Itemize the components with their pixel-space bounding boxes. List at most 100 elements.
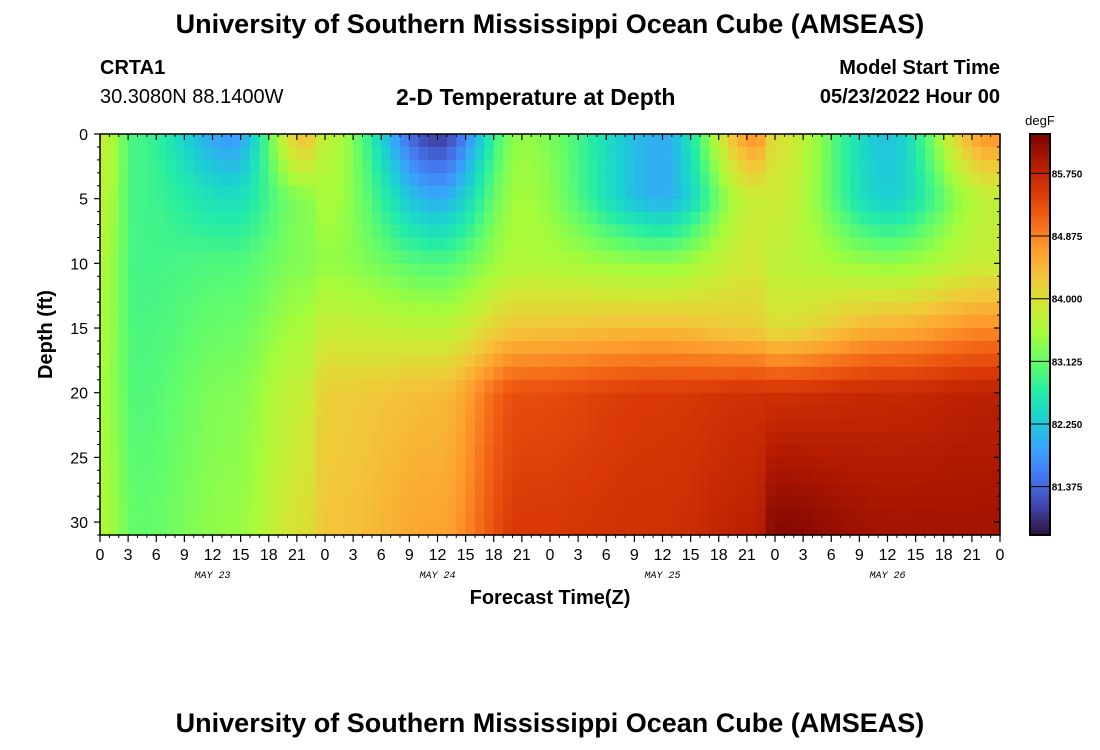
- heatmap-cell: [381, 328, 392, 342]
- heatmap-cell: [250, 392, 260, 407]
- heatmap-cell: [606, 315, 617, 329]
- heatmap-cell: [531, 289, 542, 303]
- heatmap-cell: [484, 392, 495, 407]
- heatmap-cell: [193, 289, 204, 303]
- heatmap-cell: [456, 198, 467, 213]
- heatmap-cell: [381, 496, 392, 510]
- heatmap-cell: [418, 483, 429, 497]
- heatmap-cell: [484, 405, 495, 420]
- heatmap-cell: [418, 418, 429, 433]
- heatmap-cell: [428, 379, 439, 394]
- heatmap-cell: [746, 159, 757, 174]
- heatmap-cell: [943, 315, 954, 329]
- heatmap-cell: [165, 353, 176, 368]
- heatmap-cell: [906, 470, 917, 484]
- heatmap-cell: [437, 470, 448, 484]
- heatmap-cell: [231, 418, 242, 433]
- heatmap-cell: [606, 405, 617, 420]
- heatmap-cell: [259, 353, 270, 368]
- heatmap-cell: [746, 418, 757, 433]
- heatmap-cell: [709, 146, 720, 161]
- heatmap-cell: [793, 211, 804, 226]
- heatmap-cell: [915, 392, 926, 407]
- heatmap-cell: [128, 224, 139, 239]
- heatmap-cell: [278, 457, 289, 471]
- heatmap-cell: [128, 134, 139, 148]
- heatmap-cell: [953, 211, 964, 226]
- heatmap-cell: [990, 444, 1001, 458]
- heatmap-cell: [765, 340, 776, 355]
- heatmap-cell: [212, 340, 223, 355]
- heatmap-cell: [643, 146, 654, 161]
- heatmap-cell: [287, 522, 298, 536]
- heatmap-cell: [953, 315, 964, 329]
- heatmap-cell: [250, 289, 260, 303]
- heatmap-cell: [634, 185, 645, 200]
- heatmap-cell: [831, 418, 842, 433]
- heatmap-cell: [418, 405, 429, 420]
- heatmap-cell: [531, 496, 542, 510]
- heatmap-cell: [981, 340, 992, 355]
- heatmap-cell: [709, 470, 720, 484]
- heatmap-cell: [625, 353, 635, 368]
- heatmap-cell: [203, 509, 214, 523]
- heatmap-cell: [521, 366, 532, 381]
- heatmap-cell: [306, 444, 317, 458]
- heatmap-cell: [868, 315, 879, 329]
- heatmap-cell: [671, 353, 682, 368]
- heatmap-cell: [400, 134, 410, 148]
- heatmap-cell: [868, 392, 879, 407]
- heatmap-cell: [212, 198, 223, 213]
- heatmap-cell: [231, 224, 242, 239]
- heatmap-cell: [578, 328, 589, 342]
- heatmap-cell: [793, 328, 804, 342]
- heatmap-cell: [128, 211, 139, 226]
- heatmap-cell: [943, 392, 954, 407]
- heatmap-cell: [259, 509, 270, 523]
- heatmap-cell: [981, 418, 992, 433]
- heatmap-cell: [268, 185, 279, 200]
- heatmap-cell: [981, 431, 992, 446]
- heatmap-cell: [362, 509, 373, 523]
- heatmap-cell: [343, 405, 354, 420]
- heatmap-cell: [775, 509, 785, 523]
- heatmap-cell: [184, 302, 195, 316]
- heatmap-cell: [981, 159, 992, 174]
- heatmap-cell: [756, 237, 767, 252]
- heatmap-cell: [906, 444, 917, 458]
- heatmap-cell: [765, 496, 776, 510]
- heatmap-cell: [296, 250, 307, 264]
- heatmap-cell: [878, 185, 889, 200]
- heatmap-cell: [634, 263, 645, 277]
- heatmap-cell: [643, 211, 654, 226]
- heatmap-cell: [728, 328, 739, 342]
- heatmap-cell: [859, 237, 870, 252]
- heatmap-cell: [587, 431, 598, 446]
- heatmap-cell: [137, 431, 148, 446]
- heatmap-cell: [662, 237, 673, 252]
- heatmap-cell: [456, 392, 467, 407]
- heatmap-cell: [596, 276, 607, 290]
- heatmap-cell: [681, 457, 692, 471]
- heatmap-cell: [390, 522, 401, 536]
- heatmap-cell: [343, 496, 354, 510]
- heatmap-cell: [962, 457, 973, 471]
- y-tick-label: 15: [70, 321, 88, 338]
- heatmap-cell: [578, 418, 589, 433]
- heatmap-cell: [718, 470, 729, 484]
- heatmap-cell: [915, 483, 926, 497]
- heatmap-cell: [334, 263, 345, 277]
- heatmap-cell: [193, 224, 204, 239]
- heatmap-cell: [868, 470, 879, 484]
- heatmap-cell: [418, 496, 429, 510]
- heatmap-cell: [915, 289, 926, 303]
- heatmap-cell: [203, 328, 214, 342]
- heatmap-cell: [325, 379, 335, 394]
- heatmap-cell: [296, 522, 307, 536]
- heatmap-cell: [840, 392, 851, 407]
- heatmap-cell: [606, 302, 617, 316]
- heatmap-cell: [400, 146, 410, 161]
- heatmap-cell: [100, 470, 110, 484]
- heatmap-cell: [334, 134, 345, 148]
- heatmap-cell: [681, 340, 692, 355]
